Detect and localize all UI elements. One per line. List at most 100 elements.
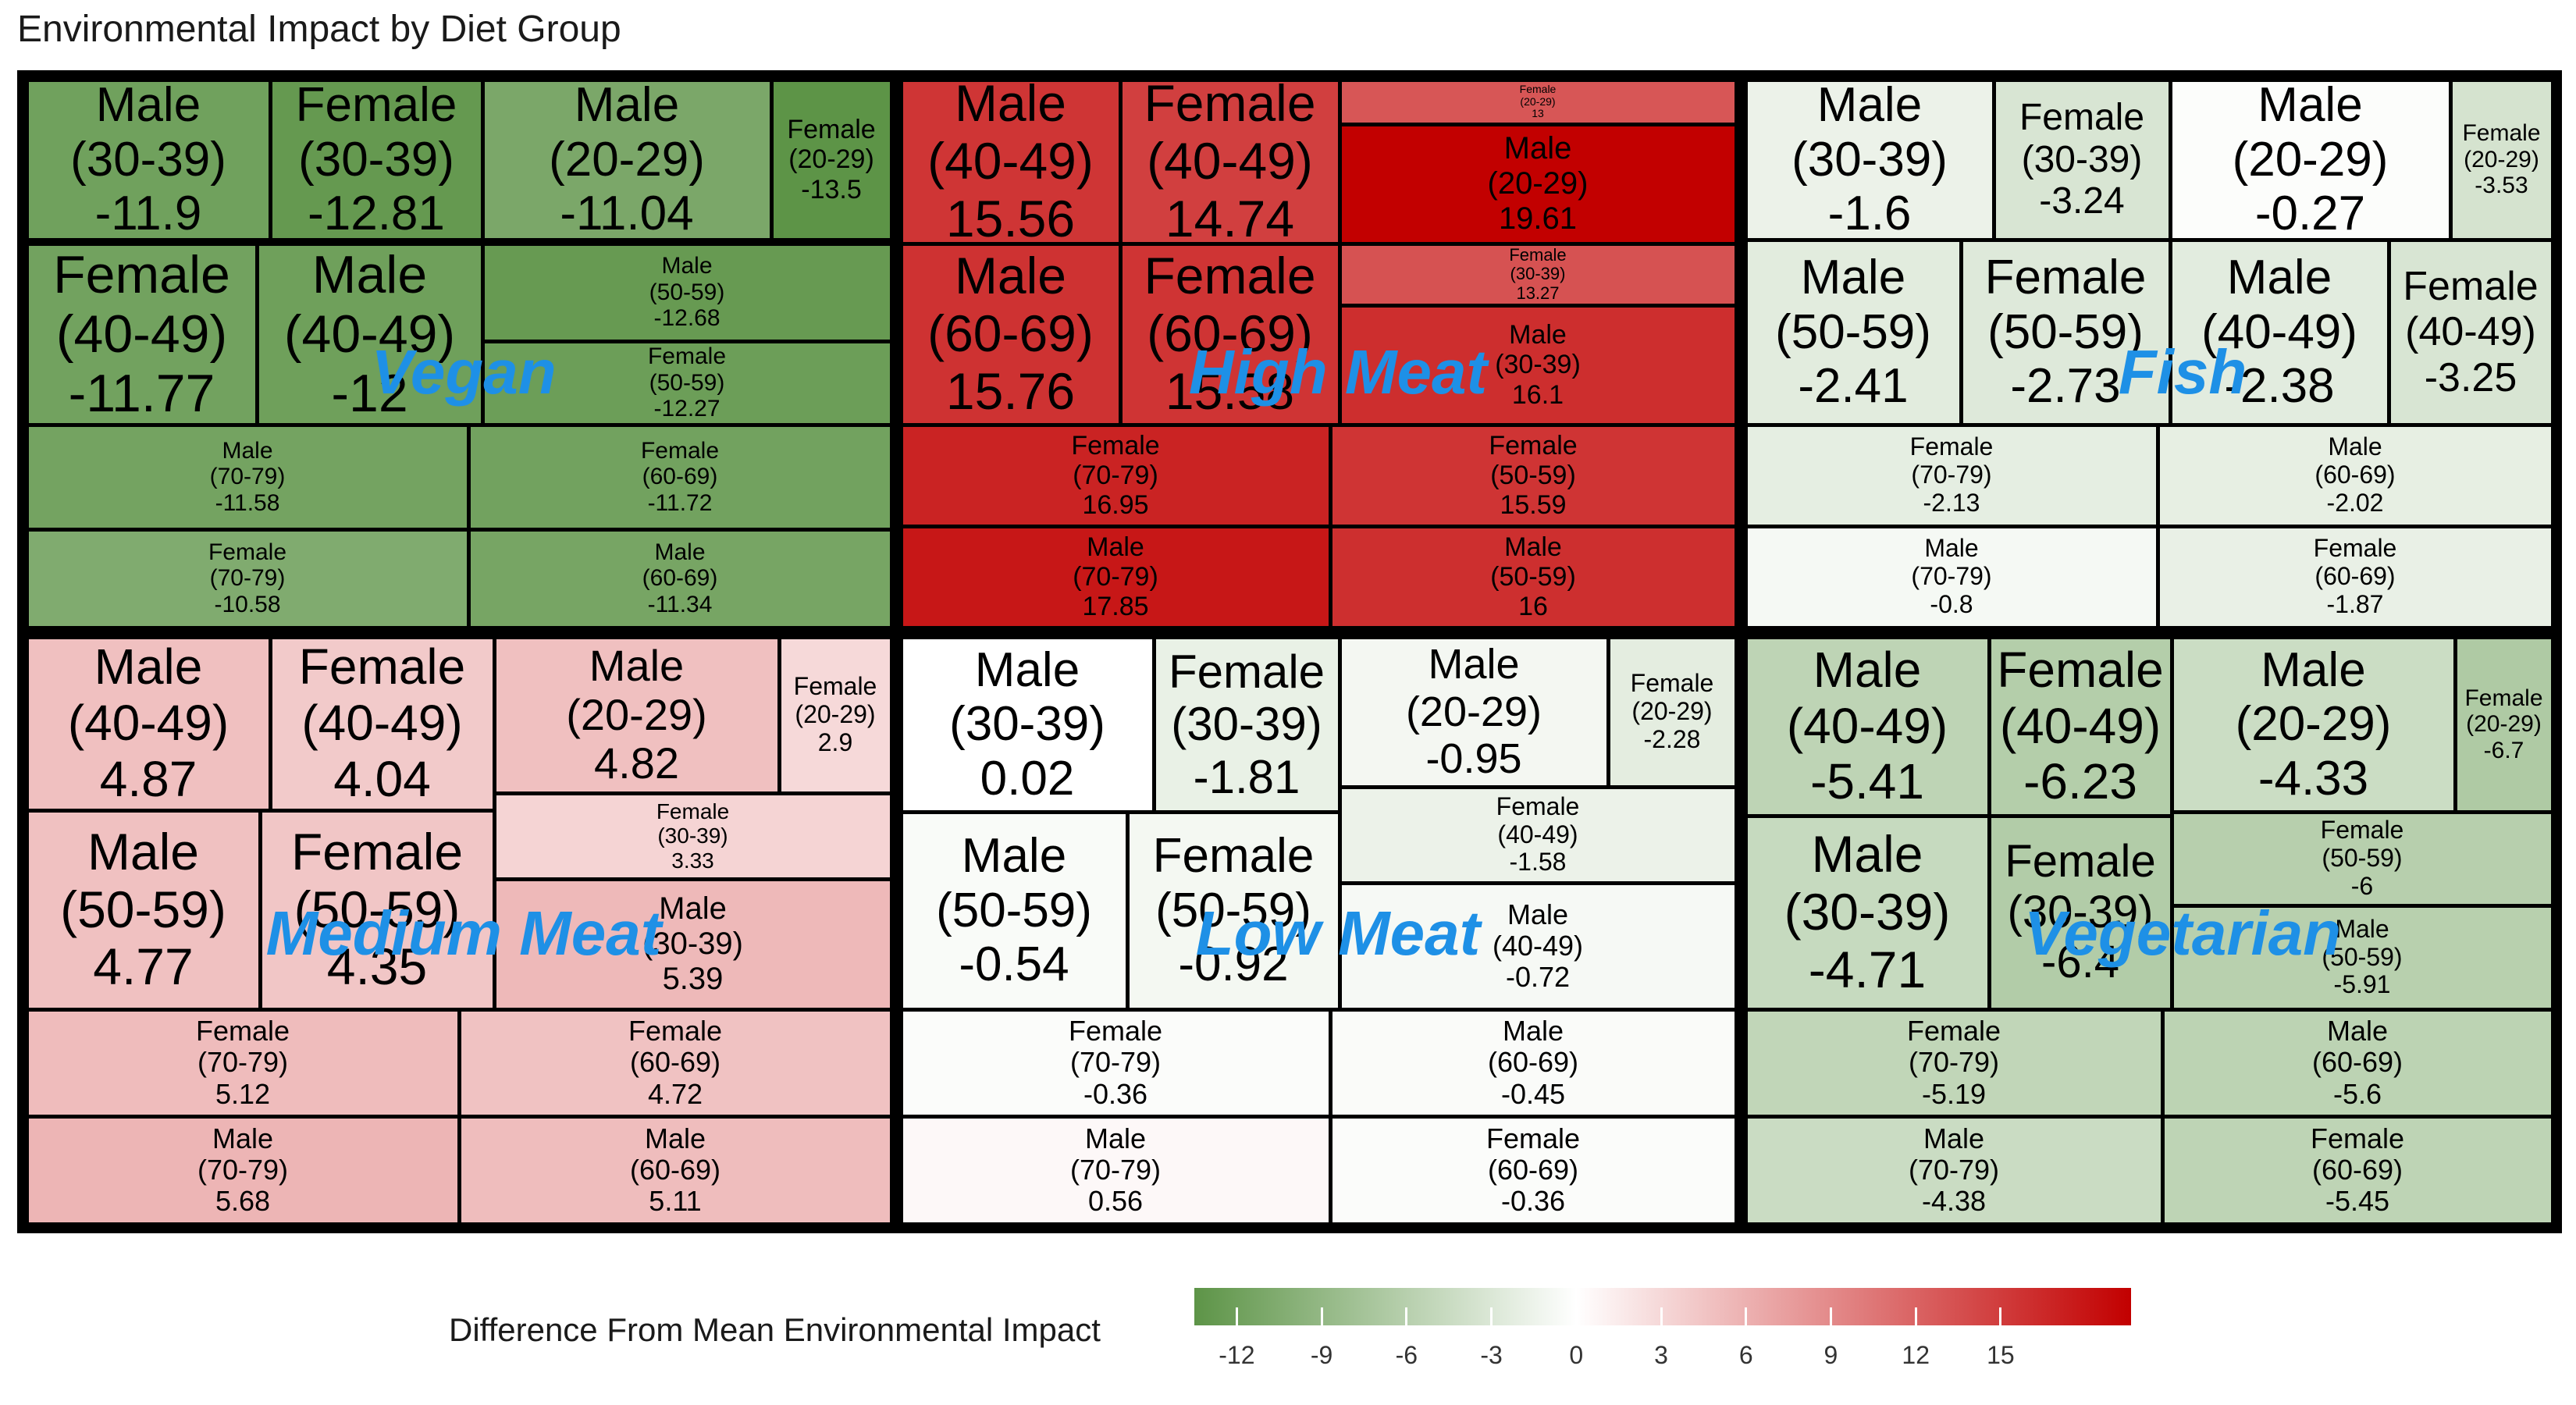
treemap-cell-label: Male (30-39) 16.1 bbox=[1495, 320, 1581, 410]
legend-tick-label: 0 bbox=[1569, 1341, 1584, 1369]
treemap-cell-label: Male (50-59) -12.68 bbox=[649, 253, 725, 332]
treemap-cell: Male (60-69) -5.6 bbox=[2164, 1011, 2551, 1115]
treemap-cell-label: Female (50-59) 4.35 bbox=[290, 822, 464, 996]
treemap-cell-label: Female (20-29) -13.5 bbox=[787, 115, 876, 205]
treemap-cell: Female (30-39) -6.4 bbox=[1991, 817, 2170, 1008]
legend-tick-mark bbox=[1914, 1307, 1917, 1325]
treemap-cell: Female (60-69) -11.72 bbox=[470, 426, 890, 528]
legend-tick-label: 3 bbox=[1654, 1341, 1668, 1369]
treemap-cell: Female (40-49) 14.74 bbox=[1122, 81, 1338, 242]
treemap-cell: Female (70-79) 16.95 bbox=[902, 426, 1329, 525]
treemap-cell-label: Female (30-39) -6.4 bbox=[2005, 835, 2156, 988]
treemap-cell: Female (60-69) 4.72 bbox=[461, 1011, 890, 1115]
treemap-cell: Female (30-39) -3.24 bbox=[1995, 81, 2169, 238]
treemap-cell: Female (40-49) -3.25 bbox=[2390, 241, 2551, 423]
treemap-cell-label: Female (70-79) -10.58 bbox=[208, 539, 287, 617]
treemap-cell-label: Male (30-39) -1.6 bbox=[1791, 81, 1948, 238]
treemap-cell-label: Female (60-69) -1.87 bbox=[2313, 534, 2397, 618]
treemap-cell: Female (70-79) 5.12 bbox=[28, 1011, 457, 1115]
treemap-cell-label: Female (20-29) -2.28 bbox=[1630, 669, 1714, 753]
legend-tick-mark bbox=[1320, 1307, 1323, 1325]
treemap-cell-label: Male (50-59) -5.91 bbox=[2322, 914, 2403, 999]
treemap-cell: Female (70-79) -2.13 bbox=[1747, 426, 2156, 525]
legend-tick-mark bbox=[1660, 1307, 1663, 1325]
legend-tick-mark bbox=[1745, 1307, 1748, 1325]
treemap-cell: Male (70-79) -11.58 bbox=[28, 426, 467, 528]
treemap-cell-label: Male (70-79) 0.56 bbox=[1069, 1122, 1162, 1218]
treemap-cell-label: Female (60-69) -11.72 bbox=[640, 437, 720, 516]
treemap-cell: Male (70-79) 5.68 bbox=[28, 1118, 457, 1222]
treemap-cell: Male (60-69) -0.45 bbox=[1332, 1011, 1735, 1115]
treemap-cell: Male (70-79) -0.8 bbox=[1747, 528, 2156, 626]
treemap-cell: Female (50-59) 15.59 bbox=[1332, 426, 1735, 525]
treemap-cell: Male (30-39) -1.6 bbox=[1747, 81, 1992, 238]
treemap-cell-label: Female (20-29) 2.9 bbox=[793, 672, 877, 756]
treemap-cell: Female (20-29) 2.9 bbox=[781, 638, 890, 791]
legend-tick-label: -3 bbox=[1480, 1341, 1503, 1369]
treemap-cell: Male (60-69) 15.76 bbox=[902, 245, 1119, 423]
legend-tick-label: -9 bbox=[1310, 1341, 1333, 1369]
legend-tick-mark bbox=[1490, 1307, 1493, 1325]
treemap-cell-label: Male (30-39) -11.9 bbox=[70, 81, 226, 238]
treemap-cell: Male (20-29) 19.61 bbox=[1341, 126, 1735, 242]
treemap-cell-label: Male (40-49) 15.56 bbox=[927, 81, 1094, 242]
treemap-cell: Female (50-59) 4.35 bbox=[262, 812, 493, 1008]
treemap-cell: Male (30-39) -11.9 bbox=[28, 81, 269, 238]
treemap-cell: Female (50-59) -2.73 bbox=[1962, 241, 2169, 423]
treemap-cell-label: Female (40-49) -6.23 bbox=[1997, 641, 2164, 810]
treemap-cell-label: Female (50-59) -0.92 bbox=[1152, 829, 1315, 992]
treemap-cell-label: Male (50-59) 4.77 bbox=[60, 822, 226, 996]
treemap-cell: Male (40-49) -12 bbox=[258, 245, 481, 423]
treemap-cell: Female (60-69) -5.45 bbox=[2164, 1118, 2551, 1222]
treemap-cell-label: Male (30-39) 5.39 bbox=[642, 891, 743, 996]
treemap-cell-label: Female (40-49) 14.74 bbox=[1144, 81, 1316, 242]
treemap-cell: Female (30-39) -12.81 bbox=[272, 81, 481, 238]
legend-tick-mark bbox=[1235, 1307, 1238, 1325]
treemap-cell: Male (20-29) -0.95 bbox=[1341, 638, 1606, 785]
treemap-cell: Male (50-59) -12.68 bbox=[484, 245, 890, 340]
treemap-cell-label: Male (40-49) -2.38 bbox=[2201, 251, 2357, 414]
treemap-cell: Female (20-29) -6.7 bbox=[2457, 638, 2551, 810]
treemap-cell-label: Male (70-79) -11.58 bbox=[209, 437, 286, 516]
legend-title: Difference From Mean Environmental Impac… bbox=[449, 1311, 1101, 1348]
treemap-cell: Female (40-49) -11.77 bbox=[28, 245, 255, 423]
treemap-cell: Male (70-79) -4.38 bbox=[1747, 1118, 2161, 1222]
treemap-cell: Male (20-29) 4.82 bbox=[496, 638, 777, 791]
treemap-cell-label: Male (20-29) -0.27 bbox=[2232, 81, 2389, 238]
treemap-cell-label: Male (60-69) 15.76 bbox=[927, 247, 1094, 420]
treemap-cell-label: Male (40-49) -5.41 bbox=[1786, 641, 1948, 810]
treemap-cell: Female (20-29) -13.5 bbox=[773, 81, 890, 238]
treemap-cell-label: Female (50-59) 15.59 bbox=[1489, 430, 1578, 521]
treemap-cell-label: Male (50-59) -2.41 bbox=[1775, 251, 1931, 414]
treemap-cell-label: Female (30-39) 3.33 bbox=[656, 799, 730, 873]
treemap-cell: Male (50-59) 16 bbox=[1332, 528, 1735, 626]
legend-colorbar bbox=[1194, 1288, 2131, 1325]
legend-tick-mark bbox=[1999, 1307, 2002, 1325]
treemap-cell-label: Female (20-29) -3.53 bbox=[2462, 120, 2541, 199]
treemap-cell-label: Male (20-29) -4.33 bbox=[2235, 642, 2392, 806]
treemap-cell-label: Female (50-59) -12.27 bbox=[647, 343, 727, 422]
treemap-cell: Male (50-59) -2.41 bbox=[1747, 241, 1959, 423]
treemap-cell: Female (50-59) -6 bbox=[2173, 813, 2551, 904]
treemap-cell: Female (20-29) 13 bbox=[1341, 81, 1735, 123]
treemap-cell: Female (50-59) -0.92 bbox=[1129, 813, 1338, 1008]
treemap-cell: Male (30-39) 0.02 bbox=[902, 638, 1152, 810]
treemap-group: Male (30-39) 0.02 Female (30-39) -1.81 Mal… bbox=[901, 637, 1736, 1224]
treemap-cell-label: Female (60-69) -0.36 bbox=[1485, 1122, 1581, 1218]
treemap-cell: Male (40-49) -0.72 bbox=[1341, 884, 1735, 1008]
treemap-cell-label: Female (30-39) -1.81 bbox=[1168, 646, 1325, 803]
treemap-cell-label: Male (40-49) -12 bbox=[283, 245, 456, 423]
treemap-cell: Female (40-49) -6.23 bbox=[1991, 638, 2170, 814]
treemap-cell: Male (50-59) 4.77 bbox=[28, 812, 258, 1008]
treemap-cell-label: Male (50-59) -0.54 bbox=[936, 829, 1092, 992]
treemap-cell-label: Male (70-79) 5.68 bbox=[197, 1122, 289, 1218]
treemap-cell-label: Female (60-69) 15.58 bbox=[1144, 247, 1316, 420]
treemap-cell: Female (40-49) -1.58 bbox=[1341, 788, 1735, 881]
treemap-cell-label: Female (20-29) 13 bbox=[1519, 82, 1557, 120]
treemap-cell: Female (20-29) -3.53 bbox=[2452, 81, 2551, 238]
legend-tick-mark bbox=[1829, 1307, 1832, 1325]
treemap-group: Male (40-49) 15.56 Female (40-49) 14.74 Fe… bbox=[901, 80, 1736, 628]
legend-tick-mark bbox=[1574, 1307, 1578, 1325]
treemap-cell: Female (30-39) -1.81 bbox=[1155, 638, 1338, 810]
treemap-cell: Female (70-79) -5.19 bbox=[1747, 1011, 2161, 1115]
